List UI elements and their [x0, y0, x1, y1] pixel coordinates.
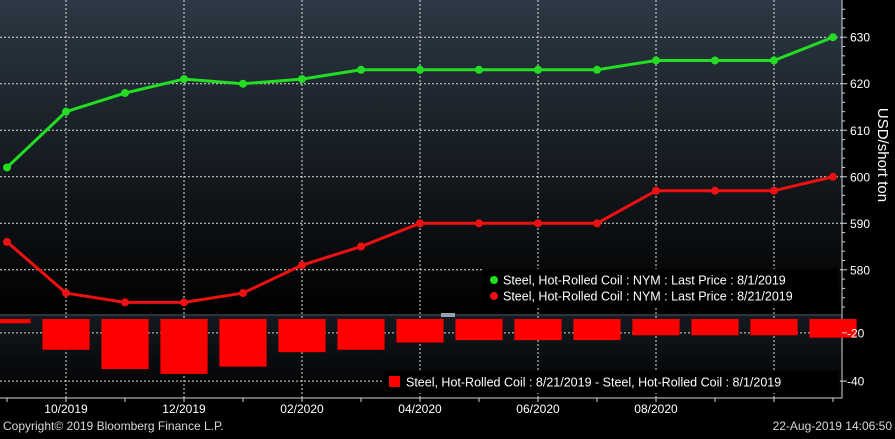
difference-bar — [396, 319, 444, 343]
series-1-point — [475, 65, 483, 74]
difference-bar — [455, 319, 503, 341]
series-1-point — [3, 163, 11, 172]
difference-bar — [573, 319, 621, 341]
series-1-point — [121, 89, 129, 98]
diff-legend-swatch — [389, 376, 400, 387]
difference-bar — [101, 319, 149, 370]
legend-dot-series-1 — [490, 276, 498, 284]
legend-label-series-2: Steel, Hot-Rolled Coil : NYM : Last Pric… — [503, 290, 793, 304]
main-panel-background — [0, 0, 842, 314]
difference-bar — [750, 319, 798, 336]
price-lines — [3, 33, 837, 307]
x-axis-ticks: 10/2019 12/2019 02/2020 04/2020 06/2020 08/20… — [6, 398, 834, 416]
series-2-point — [298, 261, 306, 270]
main-y-tick-label: 580 — [850, 263, 870, 277]
series-1-point — [416, 65, 424, 74]
main-legend: Steel, Hot-Rolled Coil : NYM : Last Pric… — [482, 269, 838, 307]
series-1-point — [180, 75, 188, 84]
series-2-point — [180, 298, 188, 307]
difference-bar — [160, 319, 208, 374]
difference-bar — [42, 319, 90, 350]
right-axis-ticks: 580 590 600 610 620 630 -20 -40 — [842, 8, 870, 389]
series-2-point — [534, 219, 542, 228]
copyright-text: Copyright© 2019 Bloomberg Finance L.P. — [3, 419, 224, 433]
series-2-point — [239, 289, 247, 298]
series-1-point — [652, 56, 660, 65]
diff-legend-label: Steel, Hot-Rolled Coil : 8/21/2019 - Ste… — [406, 376, 781, 390]
difference-bar — [337, 319, 385, 350]
series-2-point — [3, 237, 11, 246]
timestamp-text: 22-Aug-2019 14:06:50 — [773, 419, 893, 433]
diff-y-tick-label: -20 — [847, 326, 865, 340]
diff-y-tick-label: -40 — [847, 375, 865, 389]
main-y-tick-label: 610 — [850, 124, 870, 138]
series-1-point — [711, 56, 719, 65]
legend-dot-series-2 — [490, 292, 498, 300]
series-1-point — [534, 65, 542, 74]
x-tick-label: 08/2020 — [634, 402, 678, 416]
series-1-point — [239, 79, 247, 88]
series-1-point — [298, 75, 306, 84]
legend-label-series-1: Steel, Hot-Rolled Coil : NYM : Last Pric… — [503, 274, 786, 288]
series-2-point — [475, 219, 483, 228]
difference-bar — [219, 319, 267, 367]
difference-bars — [0, 319, 857, 374]
main-y-tick-label: 590 — [850, 217, 870, 231]
x-tick-label: 02/2020 — [280, 402, 324, 416]
series-2-point — [357, 242, 365, 251]
x-tick-label: 12/2019 — [162, 402, 206, 416]
difference-bar — [278, 319, 326, 353]
panel-splitter-handle[interactable] — [441, 313, 455, 317]
main-y-tick-label: 600 — [850, 170, 870, 184]
x-tick-label: 10/2019 — [44, 402, 88, 416]
main-y-tick-label: 620 — [850, 77, 870, 91]
series-2-point — [711, 186, 719, 195]
main-y-tick-label: 630 — [850, 31, 870, 45]
difference-bar — [632, 319, 680, 336]
series-2-point — [121, 298, 129, 307]
y-axis-label: USD/short ton — [874, 108, 891, 202]
series-1-point — [829, 33, 837, 42]
series-1-point — [770, 56, 778, 65]
difference-bar — [691, 319, 739, 336]
diff-legend-box — [384, 371, 838, 393]
series-1-point — [593, 65, 601, 74]
series-2-point — [62, 289, 70, 298]
diff-legend: Steel, Hot-Rolled Coil : 8/21/2019 - Ste… — [384, 371, 838, 393]
series-2-point — [652, 186, 660, 195]
x-tick-label: 06/2020 — [516, 402, 560, 416]
series-2-point — [416, 219, 424, 228]
series-1-point — [62, 107, 70, 116]
series-2-point — [770, 186, 778, 195]
series-2-point — [593, 219, 601, 228]
difference-bar — [0, 319, 31, 324]
series-2-point — [829, 172, 837, 181]
main-legend-box — [482, 269, 838, 307]
x-tick-label: 04/2020 — [398, 402, 442, 416]
difference-bar — [514, 319, 562, 341]
series-1-point — [357, 65, 365, 74]
